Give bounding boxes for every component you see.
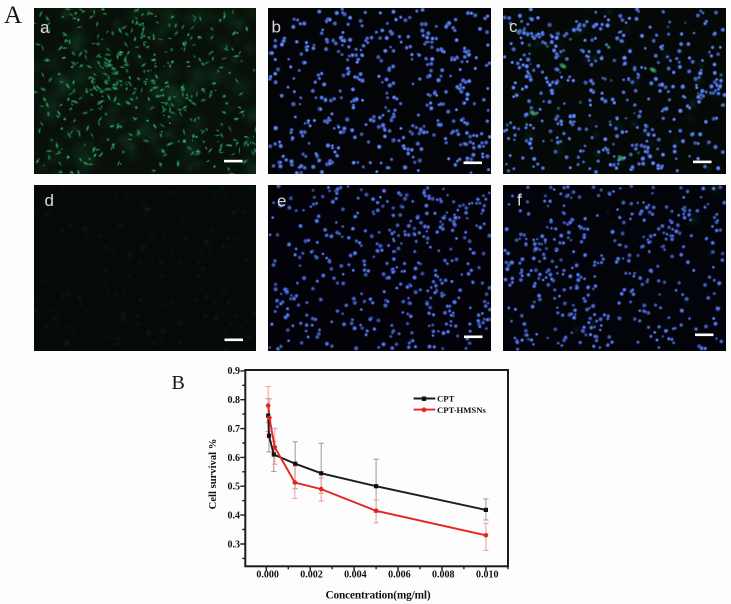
svg-text:0.008: 0.008 bbox=[432, 570, 455, 581]
svg-text:Concentration(mg/ml): Concentration(mg/ml) bbox=[326, 590, 431, 602]
svg-text:c: c bbox=[509, 17, 518, 36]
svg-text:Cell survival %: Cell survival % bbox=[208, 439, 219, 510]
svg-text:0.6: 0.6 bbox=[228, 453, 241, 464]
svg-text:0.9: 0.9 bbox=[228, 366, 241, 377]
svg-text:f: f bbox=[517, 190, 522, 209]
svg-text:0.002: 0.002 bbox=[300, 570, 323, 581]
svg-text:a: a bbox=[40, 18, 50, 37]
svg-text:d: d bbox=[45, 191, 54, 210]
svg-text:0.7: 0.7 bbox=[228, 424, 241, 435]
svg-text:e: e bbox=[277, 191, 286, 210]
svg-text:b: b bbox=[272, 18, 281, 37]
svg-text:0.5: 0.5 bbox=[228, 482, 241, 493]
svg-text:0.006: 0.006 bbox=[388, 570, 411, 581]
svg-text:0.3: 0.3 bbox=[228, 539, 241, 550]
svg-text:CPT-HMSNs: CPT-HMSNs bbox=[437, 405, 487, 415]
svg-text:0.010: 0.010 bbox=[476, 570, 499, 581]
svg-text:0.004: 0.004 bbox=[344, 570, 367, 581]
svg-text:0.000: 0.000 bbox=[256, 570, 279, 581]
svg-text:CPT: CPT bbox=[437, 394, 455, 404]
svg-text:0.4: 0.4 bbox=[228, 511, 241, 522]
svg-text:0.8: 0.8 bbox=[228, 395, 241, 406]
